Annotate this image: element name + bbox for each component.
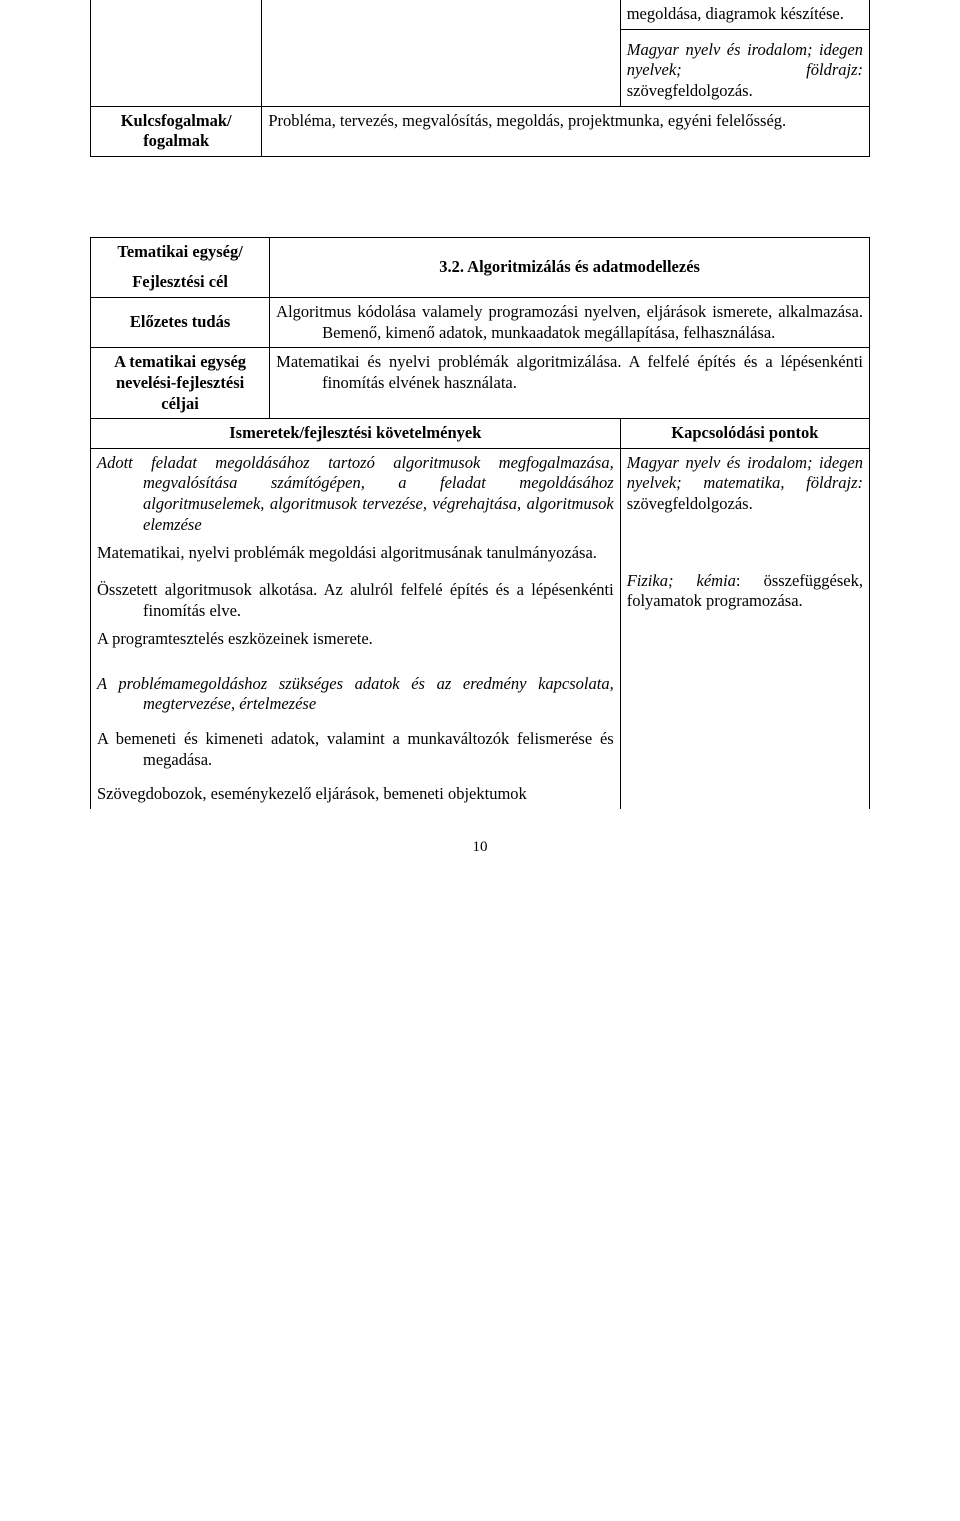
cell-heading: 3.2. Algoritmizálás és adatmodellezés bbox=[270, 237, 870, 297]
text: Fejlesztési cél bbox=[97, 262, 263, 293]
empty-cell bbox=[262, 29, 620, 106]
text-italic: Magyar nyelv és irodalom; idegen nyelvek… bbox=[627, 40, 863, 80]
body-p1: Adott feladat megoldásához tartozó algor… bbox=[97, 453, 614, 536]
table-row: Adott feladat megoldásához tartozó algor… bbox=[91, 448, 870, 809]
text: 10 bbox=[473, 839, 488, 855]
text: Összetett algoritmusok alkotása. Az alul… bbox=[97, 580, 614, 620]
text: Szövegdobozok, eseménykezelő eljárások, … bbox=[97, 784, 527, 803]
gap bbox=[97, 621, 614, 629]
cell-label: Kulcsfogalmak/ fogalmak bbox=[91, 106, 262, 156]
spacer bbox=[90, 157, 870, 197]
text: Adott feladat megoldásához tartozó algor… bbox=[97, 453, 614, 534]
cell-text: megoldása, diagramok készítése. bbox=[620, 0, 869, 29]
text: A bemeneti és kimeneti adatok, valamint … bbox=[97, 729, 614, 769]
text: Kulcsfogalmak/ fogalmak bbox=[121, 111, 232, 151]
hanging-text: Matematikai és nyelvi problémák algoritm… bbox=[276, 352, 863, 393]
empty-cell bbox=[91, 0, 262, 29]
cell-label: Tematikai egység/ Fejlesztési cél bbox=[91, 237, 270, 297]
gap bbox=[97, 650, 614, 674]
cell-body: Adott feladat megoldásához tartozó algor… bbox=[91, 448, 621, 809]
context-block-1: Magyar nyelv és irodalom; idegen nyelvek… bbox=[627, 453, 863, 515]
hanging-text: Probléma, tervezés, megvalósítás, megold… bbox=[268, 111, 863, 132]
table-vocabulary: megoldása, diagramok készítése. Magyar n… bbox=[90, 0, 870, 157]
cell-context: Magyar nyelv és irodalom; idegen nyelvek… bbox=[620, 448, 869, 809]
cell-text: Probléma, tervezés, megvalósítás, megold… bbox=[262, 106, 870, 156]
body-p4: A programtesztelés eszközeinek ismerete. bbox=[97, 629, 614, 650]
cell-text: Algoritmus kódolása valamely programozás… bbox=[270, 298, 870, 348]
text-plain: szövegfeldolgozás. bbox=[627, 494, 753, 513]
text: A problémamegoldáshoz szükséges adatok é… bbox=[97, 674, 614, 714]
text-plain: szövegfeldolgozás. bbox=[627, 81, 753, 100]
text: Algoritmus kódolása valamely programozás… bbox=[276, 302, 863, 342]
document-page: megoldása, diagramok készítése. Magyar n… bbox=[0, 0, 960, 916]
text: Ismeretek/fejlesztési követelmények bbox=[229, 423, 481, 442]
text: Probléma, tervezés, megvalósítás, megold… bbox=[268, 111, 786, 130]
cell-heading: Kapcsolódási pontok bbox=[620, 419, 869, 449]
table-thematic-unit: Tematikai egység/ Fejlesztési cél 3.2. A… bbox=[90, 237, 870, 809]
page-number: 10 bbox=[90, 839, 870, 856]
gap bbox=[627, 515, 863, 571]
hanging-text: Algoritmus kódolása valamely programozás… bbox=[276, 302, 863, 343]
body-p3: Összetett algoritmusok alkotása. Az alul… bbox=[97, 580, 614, 621]
text: Kapcsolódási pontok bbox=[671, 423, 818, 442]
text: A programtesztelés eszközeinek ismerete. bbox=[97, 629, 373, 648]
body-p5: A problémamegoldáshoz szükséges adatok é… bbox=[97, 674, 614, 715]
text: Matematikai és nyelvi problémák algoritm… bbox=[276, 352, 863, 392]
cell-heading: Ismeretek/fejlesztési követelmények bbox=[91, 419, 621, 449]
body-p2: Matematikai, nyelvi problémák megoldási … bbox=[97, 543, 614, 564]
table-row: Magyar nyelv és irodalom; idegen nyelvek… bbox=[91, 29, 870, 106]
gap bbox=[97, 535, 614, 543]
gap bbox=[97, 564, 614, 580]
context-block-2: Fizika; kémia: összefüggések, folyamatok… bbox=[627, 571, 863, 612]
table-row: Tematikai egység/ Fejlesztési cél 3.2. A… bbox=[91, 237, 870, 297]
empty-cell bbox=[91, 29, 262, 106]
text-italic: Fizika; kémia bbox=[627, 571, 736, 590]
cell-label: A tematikai egység nevelési-fejlesztési … bbox=[91, 348, 270, 419]
gap bbox=[97, 770, 614, 784]
text: megoldása, diagramok készítése. bbox=[627, 4, 844, 23]
table-row: Kulcsfogalmak/ fogalmak Probléma, tervez… bbox=[91, 106, 870, 156]
cell-label: Előzetes tudás bbox=[91, 298, 270, 348]
body-p6: A bemeneti és kimeneti adatok, valamint … bbox=[97, 729, 614, 770]
table-row: Előzetes tudás Algoritmus kódolása valam… bbox=[91, 298, 870, 348]
table-row: megoldása, diagramok készítése. bbox=[91, 0, 870, 29]
text: Tematikai egység/ bbox=[97, 242, 263, 263]
spacer bbox=[90, 197, 870, 237]
cell-text: Matematikai és nyelvi problémák algoritm… bbox=[270, 348, 870, 419]
text: 3.2. Algoritmizálás és adatmodellezés bbox=[439, 257, 700, 276]
gap bbox=[97, 715, 614, 729]
empty-cell bbox=[262, 0, 620, 29]
text: Matematikai, nyelvi problémák megoldási … bbox=[97, 543, 597, 562]
table-row: A tematikai egység nevelési-fejlesztési … bbox=[91, 348, 870, 419]
text: A tematikai egység nevelési-fejlesztési … bbox=[114, 352, 246, 412]
text: Előzetes tudás bbox=[130, 312, 230, 331]
text-italic: Magyar nyelv és irodalom; idegen nyelvek… bbox=[627, 453, 863, 493]
cell-context: Magyar nyelv és irodalom; idegen nyelvek… bbox=[620, 29, 869, 106]
table-row: Ismeretek/fejlesztési követelmények Kapc… bbox=[91, 419, 870, 449]
body-p7: Szövegdobozok, eseménykezelő eljárások, … bbox=[97, 784, 614, 805]
